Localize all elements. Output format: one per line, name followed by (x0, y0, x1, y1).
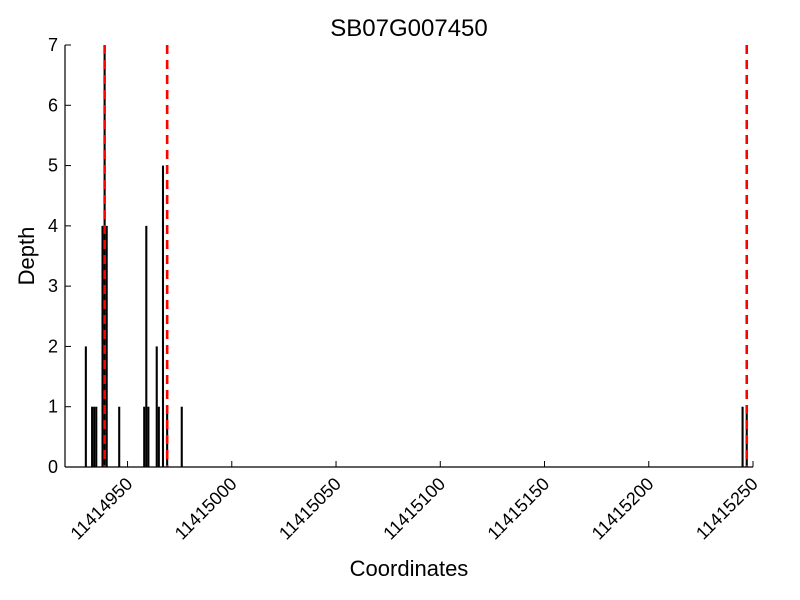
bar-13 (161, 165, 165, 468)
bars-group (84, 45, 748, 468)
y-tick-label-7: 7 (48, 35, 58, 55)
bar-16 (741, 406, 744, 467)
y-tick-label-1: 1 (48, 397, 58, 417)
marker-lines-group (103, 45, 749, 467)
bar-9 (145, 225, 148, 467)
y-tick-label-0: 0 (48, 457, 58, 477)
x-tick-label-4: 11415150 (484, 474, 554, 544)
axes-group: 0 1 2 3 4 5 6 7 11414950 11415000 11415050 11415100… (48, 35, 762, 544)
y-tick-label-2: 2 (48, 336, 58, 356)
y-tick-label-4: 4 (48, 216, 58, 236)
x-tick-label-5: 11415200 (588, 474, 658, 544)
bar-2 (93, 406, 96, 467)
x-tick-label-0: 11414950 (67, 474, 137, 544)
x-tick-label-1: 11415000 (171, 474, 241, 544)
bar-8 (143, 406, 146, 467)
bar-10 (147, 406, 150, 467)
bar-15 (180, 406, 183, 467)
bar-11 (155, 346, 158, 467)
bar-6 (105, 225, 108, 467)
y-axis-label: Depth (14, 227, 39, 286)
x-tick-label-2: 11415050 (275, 474, 345, 544)
x-tick-label-6: 11415250 (692, 474, 762, 544)
bar-12 (157, 406, 160, 467)
y-tick-label-3: 3 (48, 276, 58, 296)
y-tick-label-6: 6 (48, 95, 58, 115)
x-tick-label-3: 11415100 (379, 474, 449, 544)
bar-3 (95, 406, 98, 467)
bar-0 (84, 346, 87, 467)
chart-title: SB07G007450 (330, 15, 487, 42)
bar-7 (118, 406, 121, 467)
y-tick-label-5: 5 (48, 156, 58, 176)
x-axis-label: Coordinates (350, 556, 469, 581)
bar-1 (91, 406, 94, 467)
bar-4 (101, 225, 104, 467)
